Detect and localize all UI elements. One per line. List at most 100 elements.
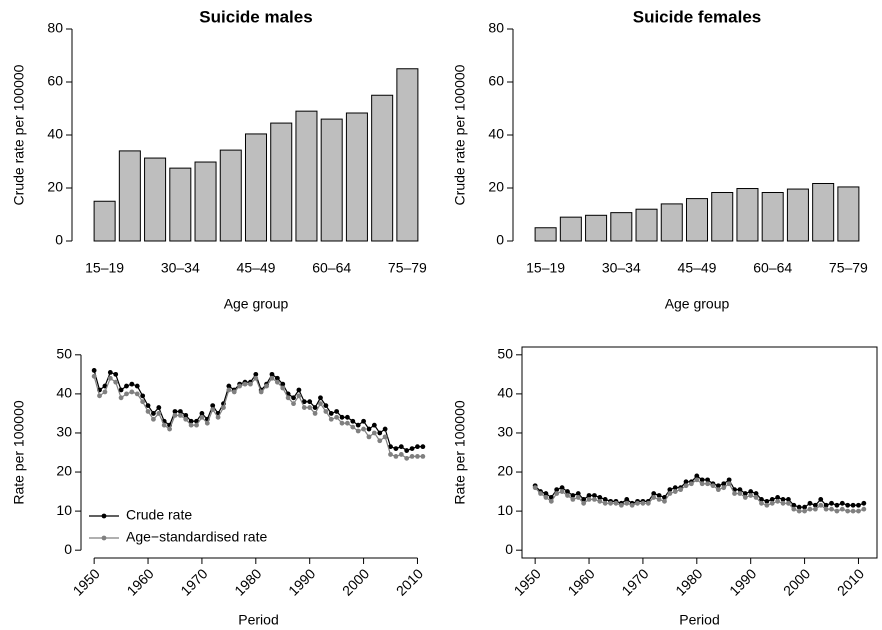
- data-point: [705, 481, 710, 487]
- data-point: [538, 491, 543, 496]
- data-point: [145, 409, 151, 414]
- data-point: [113, 371, 119, 377]
- data-point: [398, 444, 404, 450]
- bar: [711, 192, 734, 242]
- y-tick-label: 60: [47, 73, 63, 89]
- data-point: [640, 500, 646, 506]
- data-point: [629, 502, 635, 508]
- bar: [244, 133, 268, 242]
- data-point: [812, 502, 818, 508]
- data-point: [161, 422, 167, 428]
- data-point: [699, 481, 705, 487]
- y-tick-label: 30: [56, 424, 72, 440]
- data-point: [172, 412, 178, 418]
- data-point: [597, 498, 603, 504]
- bar: [93, 200, 116, 242]
- data-point: [366, 426, 372, 432]
- data-point: [780, 496, 786, 502]
- data-point: [764, 498, 770, 504]
- data-point: [140, 393, 146, 399]
- x-tick-label: 15–19: [526, 260, 565, 276]
- x-tick-label: 60–64: [312, 260, 351, 276]
- data-point: [667, 487, 673, 493]
- data-point: [280, 385, 286, 391]
- data-point: [602, 500, 608, 506]
- data-point: [834, 508, 840, 514]
- data-point: [350, 418, 356, 424]
- x-tick-label: 1990: [285, 565, 318, 598]
- data-point: [839, 506, 845, 512]
- y-tick-label: 0: [64, 541, 72, 557]
- data-point: [118, 395, 124, 401]
- data-point: [145, 403, 151, 409]
- data-point: [107, 375, 113, 381]
- x-tick-label: 60–64: [753, 260, 792, 276]
- data-point: [134, 391, 140, 397]
- chart-title: Suicide females: [633, 7, 762, 26]
- data-point: [183, 416, 189, 422]
- data-point: [377, 430, 383, 436]
- data-point: [586, 496, 592, 502]
- data-point: [172, 409, 178, 414]
- data-point: [823, 506, 829, 512]
- data-point: [264, 383, 269, 389]
- data-point: [742, 491, 748, 496]
- data-point: [856, 502, 861, 508]
- series-line: [93, 370, 423, 452]
- data-point: [829, 506, 834, 512]
- data-point: [861, 506, 867, 512]
- x-tick-label: 1960: [564, 565, 597, 598]
- data-point: [850, 502, 856, 508]
- chart-title: Suicide males: [199, 7, 312, 26]
- bar: [194, 161, 217, 242]
- x-tick-label: 1970: [618, 565, 651, 598]
- data-point: [177, 412, 183, 418]
- x-tick-label: 45–49: [678, 260, 717, 276]
- y-tick-label: 0: [496, 232, 504, 248]
- data-point: [732, 491, 737, 496]
- legend-label: Crude rate: [126, 507, 192, 523]
- data-point: [689, 481, 694, 487]
- data-point: [129, 381, 135, 387]
- data-point: [559, 485, 565, 491]
- data-point: [328, 411, 334, 416]
- data-point: [91, 373, 97, 379]
- data-point: [382, 434, 388, 440]
- data-point: [151, 416, 156, 422]
- legend-label: Age−standardised rate: [126, 529, 267, 545]
- data-point: [318, 401, 323, 407]
- data-point: [415, 454, 420, 459]
- data-point: [334, 414, 340, 420]
- data-point: [280, 381, 286, 387]
- bar: [396, 68, 419, 242]
- data-point: [667, 491, 673, 496]
- x-tick-label: 2000: [780, 565, 813, 598]
- data-point: [188, 418, 194, 424]
- data-point: [726, 477, 732, 483]
- x-axis-label: Period: [679, 612, 719, 628]
- data-point: [613, 500, 619, 506]
- bar: [534, 227, 557, 242]
- data-point: [124, 391, 129, 397]
- data-point: [415, 444, 420, 450]
- y-tick-label: 80: [47, 20, 63, 36]
- data-point: [102, 389, 108, 395]
- data-point: [258, 389, 264, 395]
- data-point: [253, 371, 259, 377]
- x-tick-label: 30–34: [602, 260, 641, 276]
- data-point: [818, 496, 824, 502]
- data-point: [377, 438, 383, 444]
- data-point: [581, 496, 587, 502]
- data-point: [834, 502, 840, 508]
- data-point: [371, 430, 377, 436]
- data-point: [296, 387, 302, 393]
- data-point: [812, 506, 818, 512]
- data-point: [753, 495, 759, 500]
- data-point: [97, 393, 102, 399]
- data-point: [715, 487, 721, 493]
- data-point: [726, 481, 732, 487]
- x-tick-label: 1990: [726, 565, 759, 598]
- data-point: [748, 493, 754, 498]
- data-point: [791, 506, 797, 512]
- data-point: [737, 491, 743, 496]
